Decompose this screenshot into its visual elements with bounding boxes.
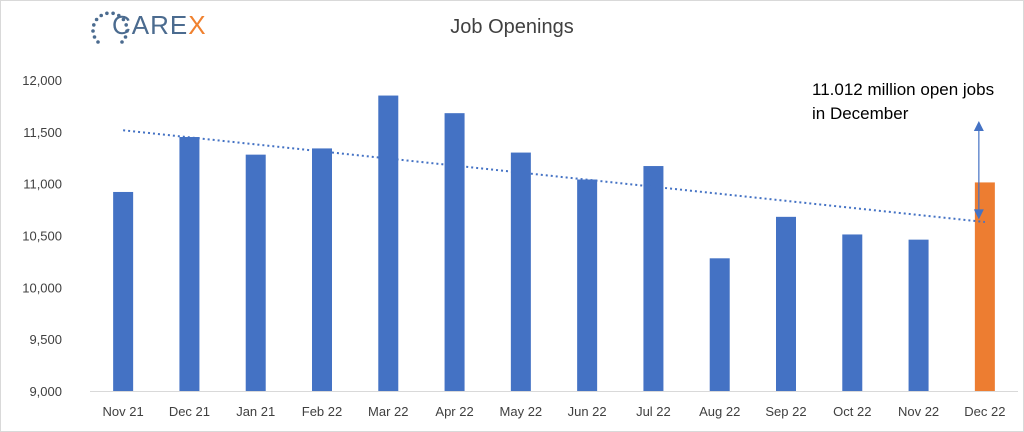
bar-dec-21 — [179, 137, 200, 391]
y-tick-label: 10,000 — [22, 280, 62, 295]
logo-dot — [92, 23, 96, 27]
logo-dot — [91, 29, 95, 33]
logo-dot — [96, 40, 100, 44]
arrow-down-head — [973, 209, 984, 220]
bar-nov-21 — [113, 191, 134, 391]
y-tick-label: 9,000 — [29, 384, 62, 399]
logo-dot — [121, 17, 126, 22]
logo-dot — [125, 29, 129, 33]
x-tick-label: Mar 22 — [368, 404, 408, 419]
bar-aug-22 — [709, 258, 730, 391]
x-tick-label: Dec 22 — [964, 404, 1005, 419]
logo-dot — [117, 13, 121, 18]
logo-dot — [120, 40, 124, 44]
x-tick-label: Nov 22 — [898, 404, 939, 419]
x-tick-label: Jun 22 — [568, 404, 607, 419]
logo-dot — [92, 35, 97, 39]
annotation-line-1: 11.012 million open jobs — [812, 80, 995, 99]
y-tick-label: 10,500 — [22, 229, 62, 244]
y-tick-label: 11,000 — [23, 177, 62, 192]
x-tick-label: Apr 22 — [435, 404, 473, 419]
logo-dot — [105, 11, 109, 16]
x-tick-label: Jan 21 — [236, 404, 275, 419]
annotation-arrow — [973, 121, 984, 220]
y-tick-label: 9,500 — [29, 332, 62, 347]
logo-dot — [111, 11, 115, 16]
bar-oct-22 — [842, 234, 863, 391]
bar-sep-22 — [776, 216, 796, 391]
arrow-up-head — [973, 121, 984, 131]
x-tick-label: Sep 22 — [765, 404, 806, 419]
x-tick-label: May 22 — [500, 404, 543, 419]
logo-text-accent: X — [188, 10, 207, 40]
x-tick-label: Oct 22 — [833, 404, 871, 419]
logo-dot — [99, 13, 103, 18]
chart-annotation: 11.012 million open jobs in December — [812, 78, 994, 126]
bar-may-22 — [510, 152, 531, 391]
x-tick-label: Jul 22 — [636, 404, 671, 419]
y-axis: 9,000 9,500 10,000 10,500 11,000 11,500 12,000 — [22, 73, 62, 399]
annotation-line-2: in December — [812, 104, 909, 123]
bar-mar-22 — [378, 95, 399, 392]
bar-feb-22 — [312, 148, 332, 391]
x-axis: Nov 21 Dec 21 Jan 21 Feb 22 Mar 22 Apr 22 May … — [90, 391, 1018, 419]
logo-dot — [123, 35, 128, 39]
x-tick-label: Dec 21 — [169, 404, 210, 419]
bar-jan-21 — [245, 154, 266, 391]
bar-apr-22 — [444, 113, 465, 391]
bar-jul-22 — [643, 166, 664, 391]
logo-text-main: CARE — [112, 10, 189, 40]
bar-series — [113, 95, 995, 392]
chart-title: Job Openings — [450, 16, 574, 38]
x-tick-label: Aug 22 — [699, 404, 740, 419]
logo-dot — [124, 23, 128, 27]
logo-dot — [94, 17, 99, 22]
logo-text: CAREX — [112, 10, 207, 41]
x-tick-label: Feb 22 — [302, 404, 342, 419]
y-tick-label: 12,000 — [22, 73, 62, 88]
bar-nov-22 — [908, 239, 929, 391]
logo-dots-icon — [91, 11, 129, 44]
bar-jun-22 — [577, 179, 598, 391]
y-tick-label: 11,500 — [23, 125, 62, 140]
x-tick-label: Nov 21 — [103, 404, 144, 419]
bar-dec-22 — [974, 182, 995, 391]
